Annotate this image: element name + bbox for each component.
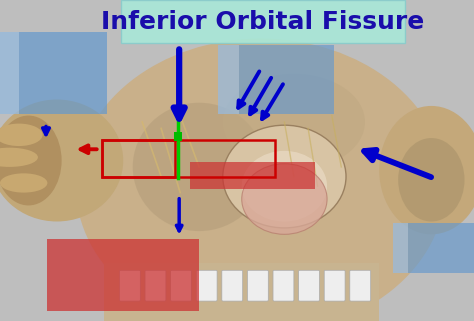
Ellipse shape	[0, 100, 123, 221]
FancyBboxPatch shape	[121, 0, 405, 43]
Bar	[0, 0, 133, 39]
FancyBboxPatch shape	[196, 270, 217, 301]
Bar	[393, 223, 474, 273]
Ellipse shape	[398, 138, 465, 221]
FancyBboxPatch shape	[171, 270, 191, 301]
Ellipse shape	[242, 151, 327, 221]
Ellipse shape	[0, 148, 38, 167]
FancyBboxPatch shape	[222, 270, 243, 301]
Bar	[218, 45, 334, 114]
Bar	[104, 263, 379, 321]
Ellipse shape	[379, 106, 474, 234]
Bar	[102, 140, 175, 177]
Ellipse shape	[133, 103, 265, 231]
Ellipse shape	[223, 74, 365, 170]
Ellipse shape	[76, 39, 446, 321]
Ellipse shape	[223, 125, 346, 228]
FancyBboxPatch shape	[145, 270, 166, 301]
FancyBboxPatch shape	[299, 270, 319, 301]
Ellipse shape	[242, 164, 327, 234]
Bar	[0, 32, 19, 114]
Bar	[190, 162, 315, 189]
Bar	[47, 239, 199, 311]
Bar	[102, 140, 275, 177]
Ellipse shape	[0, 116, 62, 205]
Bar	[218, 45, 239, 114]
FancyBboxPatch shape	[350, 270, 371, 301]
Bar	[174, 132, 182, 141]
Bar	[0, 32, 107, 114]
Ellipse shape	[0, 124, 43, 146]
FancyBboxPatch shape	[247, 270, 268, 301]
Ellipse shape	[0, 173, 47, 193]
Text: Inferior Orbital Fissure: Inferior Orbital Fissure	[101, 10, 425, 34]
FancyBboxPatch shape	[324, 270, 345, 301]
FancyBboxPatch shape	[273, 270, 294, 301]
FancyBboxPatch shape	[119, 270, 140, 301]
Bar	[393, 223, 408, 273]
